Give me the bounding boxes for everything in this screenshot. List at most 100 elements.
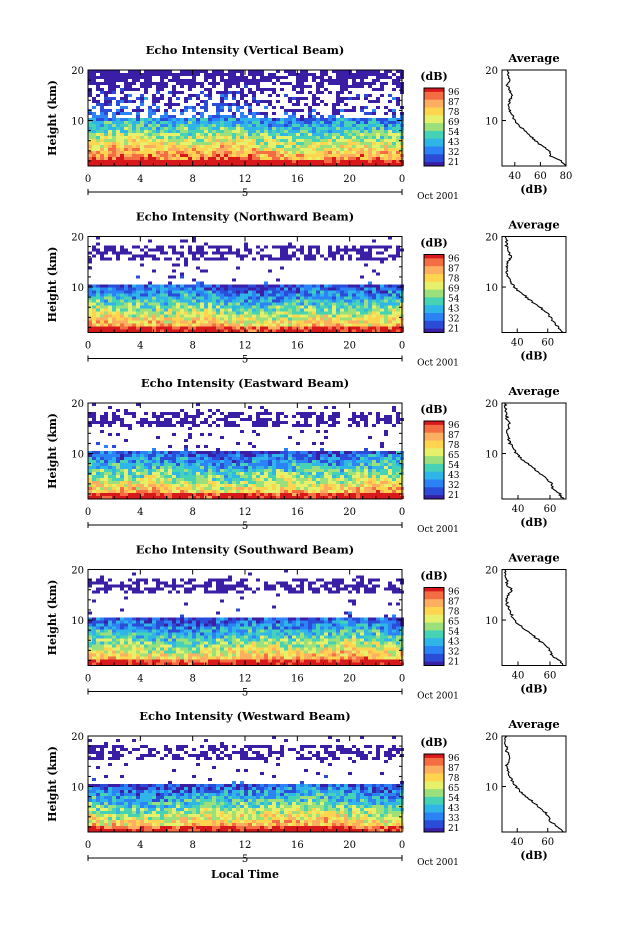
heatmap-cell (248, 460, 252, 463)
colorbar-segment (424, 162, 444, 165)
heatmap-cell (288, 97, 292, 100)
heatmap-cell (328, 424, 332, 427)
heatmap-cell (160, 329, 164, 333)
heatmap-cell (104, 469, 108, 472)
heatmap-cell (100, 163, 104, 166)
heatmap-cell (224, 415, 228, 418)
heatmap-cell (284, 299, 288, 303)
heatmap-cell (200, 299, 204, 303)
heatmap-cell (396, 245, 400, 249)
heatmap-cell (304, 493, 308, 496)
heatmap-cell (100, 151, 104, 154)
heatmap-cell (112, 251, 116, 255)
heatmap-cell (356, 127, 360, 130)
heatmap-cell (132, 157, 136, 160)
colorbar-segment (424, 101, 444, 105)
heatmap-cell (220, 251, 224, 255)
heatmap-cell (152, 484, 156, 487)
heatmap-cell (164, 124, 168, 127)
heatmap-cell (264, 148, 268, 151)
heatmap-cell (324, 481, 328, 484)
heatmap-cell (272, 469, 276, 472)
heatmap-cell (320, 478, 324, 481)
heatmap-cell (176, 290, 180, 294)
heatmap-cell (268, 133, 272, 136)
heatmap-cell (176, 308, 180, 312)
heatmap-cell (132, 254, 136, 258)
heatmap-cell (364, 70, 368, 73)
heatmap-cell (364, 157, 368, 160)
heatmap-cell (304, 136, 308, 139)
heatmap-cell (300, 475, 304, 478)
heatmap-cell (316, 418, 320, 421)
heatmap-cell (272, 163, 276, 166)
colorbar-segment (424, 113, 444, 116)
heatmap-cell (232, 299, 236, 303)
heatmap-cell (244, 85, 248, 88)
heatmap-cell (284, 478, 288, 481)
heatmap-cell (324, 133, 328, 136)
heatmap-cell (368, 130, 372, 133)
heatmap-cell (328, 251, 332, 255)
heatmap-cell (176, 287, 180, 291)
heatmap-cell (364, 118, 368, 121)
heatmap-cell (128, 481, 132, 484)
heatmap-cell (340, 148, 344, 151)
heatmap-cell (292, 112, 296, 115)
heatmap-cell (152, 163, 156, 166)
colorbar-label: (dB) (420, 237, 447, 250)
heatmap-cell (172, 251, 176, 255)
panel-3: Echo Intensity (Eastward Beam)Height (km… (46, 376, 567, 535)
heatmap-cell (120, 251, 124, 255)
heatmap-cell (208, 142, 212, 145)
heatmap-cell (212, 251, 216, 255)
average-x-tick-label: 60 (541, 338, 554, 349)
heatmap-cell (216, 115, 220, 118)
heatmap-cell (92, 139, 96, 142)
heatmap-cell (216, 106, 220, 109)
heatmap-cell (272, 317, 276, 321)
heatmap-cell (280, 302, 284, 306)
heatmap-cell (108, 469, 112, 472)
heatmap-cell (128, 133, 132, 136)
heatmap-cell (224, 463, 228, 466)
heatmap-cell (240, 463, 244, 466)
heatmap-cell (172, 139, 176, 142)
heatmap-cell (168, 284, 172, 288)
heatmap-cell (212, 82, 216, 85)
heatmap-cell (356, 251, 360, 255)
heatmap-cell (264, 106, 268, 109)
heatmap-cell (232, 412, 236, 415)
heatmap-cell (144, 451, 148, 454)
heatmap-cell (156, 121, 160, 124)
heatmap-cell (96, 466, 100, 469)
heatmap-cell (224, 145, 228, 148)
heatmap-cell (116, 490, 120, 493)
heatmap-cell (156, 100, 160, 103)
heatmap-cell (360, 124, 364, 127)
heatmap-cell (88, 133, 92, 136)
heatmap-cell (340, 163, 344, 166)
heatmap-cell (376, 308, 380, 312)
heatmap-cell (252, 76, 256, 79)
heatmap-cell (240, 121, 244, 124)
colorbar-segment (424, 307, 444, 310)
heatmap-cell (132, 320, 136, 324)
heatmap-cell (144, 124, 148, 127)
heatmap-cell (216, 251, 220, 255)
heatmap-cell (228, 302, 232, 306)
heatmap-cell (244, 472, 248, 475)
heatmap-cell (100, 136, 104, 139)
heatmap-cell (172, 103, 176, 106)
heatmap-cell (188, 317, 192, 321)
heatmap-cell (172, 151, 176, 154)
heatmap-cell (108, 82, 112, 85)
heatmap-cell (176, 311, 180, 315)
heatmap-cell (116, 112, 120, 115)
heatmap-cell (172, 275, 176, 279)
heatmap-cell (392, 142, 396, 145)
heatmap-cell (244, 418, 248, 421)
heatmap-cell (112, 484, 116, 487)
heatmap-cell (120, 317, 124, 321)
heatmap-cell (316, 490, 320, 493)
